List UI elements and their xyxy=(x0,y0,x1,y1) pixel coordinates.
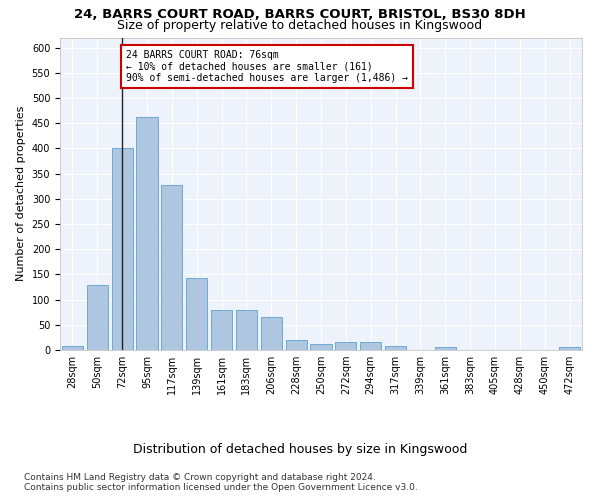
Bar xyxy=(211,310,232,350)
Bar xyxy=(62,346,83,350)
Text: Distribution of detached houses by size in Kingswood: Distribution of detached houses by size … xyxy=(133,442,467,456)
Text: 24, BARRS COURT ROAD, BARRS COURT, BRISTOL, BS30 8DH: 24, BARRS COURT ROAD, BARRS COURT, BRIST… xyxy=(74,8,526,20)
Bar xyxy=(236,310,257,350)
Text: Contains public sector information licensed under the Open Government Licence v3: Contains public sector information licen… xyxy=(24,482,418,492)
Text: 24 BARRS COURT ROAD: 76sqm
← 10% of detached houses are smaller (161)
90% of sem: 24 BARRS COURT ROAD: 76sqm ← 10% of deta… xyxy=(126,50,408,84)
Y-axis label: Number of detached properties: Number of detached properties xyxy=(16,106,26,282)
Bar xyxy=(136,116,158,350)
Bar xyxy=(335,342,356,350)
Bar xyxy=(261,317,282,350)
Text: Contains HM Land Registry data © Crown copyright and database right 2024.: Contains HM Land Registry data © Crown c… xyxy=(24,472,376,482)
Bar xyxy=(286,340,307,350)
Bar xyxy=(186,278,207,350)
Bar xyxy=(435,348,456,350)
Bar xyxy=(360,342,381,350)
Text: Size of property relative to detached houses in Kingswood: Size of property relative to detached ho… xyxy=(118,19,482,32)
Bar xyxy=(161,184,182,350)
Bar xyxy=(310,344,332,350)
Bar xyxy=(559,348,580,350)
Bar xyxy=(112,148,133,350)
Bar xyxy=(87,286,108,350)
Bar xyxy=(385,346,406,350)
